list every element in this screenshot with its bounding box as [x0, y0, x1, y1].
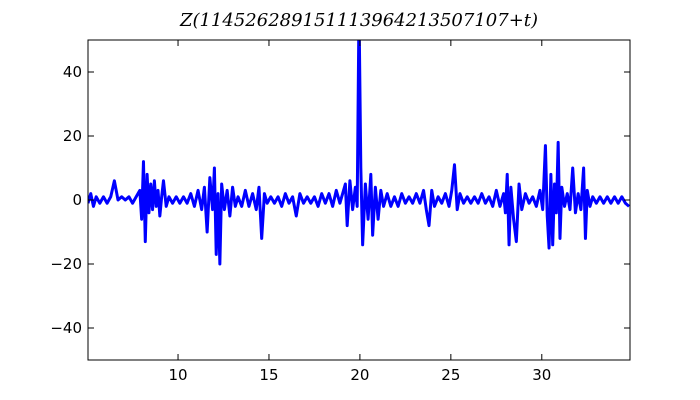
- y-tick-label: −20: [50, 255, 82, 273]
- y-tick-label: 20: [63, 127, 82, 145]
- y-tick-label: 40: [63, 63, 82, 81]
- y-tick-label: 0: [72, 191, 82, 209]
- x-tick-label: 25: [441, 366, 460, 384]
- x-tick-label: 15: [259, 366, 278, 384]
- x-tick-label: 20: [350, 366, 369, 384]
- y-tick-label: −40: [50, 319, 82, 337]
- data-line: [88, 40, 630, 266]
- x-tick-label: 30: [532, 366, 551, 384]
- chart-title: Z(114526289151113964213507107+t): [179, 10, 538, 31]
- x-tick-label: 10: [168, 366, 187, 384]
